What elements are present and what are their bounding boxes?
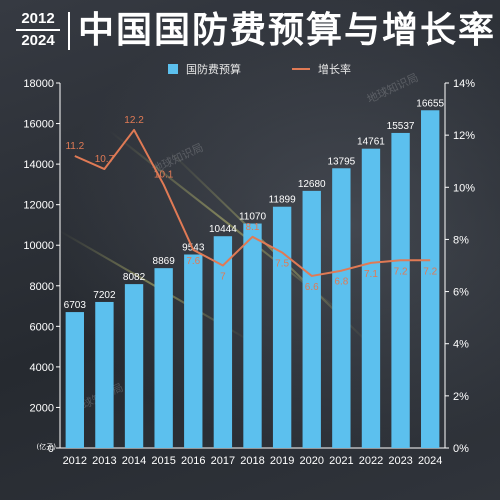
growth-value-label: 7 (220, 272, 226, 283)
y-left-unit-label: (亿元) (37, 442, 57, 451)
header: 2012 2024 中国国防费预算与增长率 (0, 0, 500, 58)
bar-value-label: 12680 (298, 179, 326, 190)
legend-bar-swatch (168, 64, 178, 74)
y-left-tick-label: 16000 (23, 119, 54, 131)
y-left-tick-label: 4000 (30, 362, 54, 374)
x-tick-label: 2024 (418, 455, 442, 467)
growth-value-label: 10.7 (95, 154, 115, 165)
growth-value-label: 12.2 (124, 115, 144, 126)
x-tick-label: 2021 (329, 455, 353, 467)
bar-2015 (154, 268, 173, 448)
legend-line-swatch (292, 68, 310, 70)
year-separator (16, 29, 60, 31)
y-left-tick-label: 10000 (23, 240, 54, 252)
bar-2019 (272, 206, 292, 448)
growth-value-label: 7.2 (394, 266, 408, 277)
legend-label-budget: 国防费预算 (186, 64, 241, 76)
bar-2013 (95, 301, 114, 448)
y-left-tick-label: 8000 (30, 281, 54, 293)
year-start: 2012 (21, 10, 55, 27)
x-tick-label: 2017 (211, 455, 235, 467)
bar-2022 (361, 148, 381, 448)
x-tick-label: 2014 (122, 455, 146, 467)
growth-value-label: 11.2 (65, 141, 84, 152)
chart-legend: 国防费预算 增长率 (0, 58, 500, 78)
y-right-tick-label: 0% (453, 443, 469, 455)
x-tick-label: 2012 (63, 455, 87, 467)
y-right-tick-label: 14% (453, 78, 475, 90)
bar-2016 (184, 254, 203, 448)
bar-value-label: 7202 (93, 290, 116, 301)
bar-2020 (302, 190, 321, 448)
bar-value-label: 15537 (387, 121, 415, 132)
y-left-tick-label: 18000 (23, 78, 54, 90)
growth-value-label: 7.2 (423, 266, 437, 277)
y-right-tick-label: 2% (453, 391, 469, 403)
legend-label-growth: 增长率 (318, 64, 351, 76)
bar-2012 (65, 312, 84, 448)
growth-value-label: 6.6 (305, 282, 319, 293)
growth-value-label: 8.1 (246, 222, 260, 233)
bar-value-label: 8082 (123, 272, 146, 283)
x-tick-label: 2015 (151, 455, 175, 467)
y-left-tick-label: 12000 (23, 200, 54, 212)
x-tick-label: 2018 (240, 455, 264, 467)
y-right-tick-label: 6% (453, 287, 469, 299)
bar-2018 (243, 223, 262, 448)
growth-value-label: 7.6 (186, 256, 200, 267)
year-end: 2024 (21, 32, 55, 49)
x-tick-label: 2020 (299, 455, 323, 467)
bar-2024 (421, 110, 440, 448)
x-tick-label: 2013 (92, 455, 116, 467)
bar-value-label: 8869 (153, 256, 176, 267)
bar-value-label: 6703 (64, 300, 87, 311)
growth-rate-line (74, 128, 431, 277)
growth-value-label: 10.1 (154, 170, 174, 181)
bar-value-label: 10444 (209, 224, 237, 235)
legend-item-growth: 增长率 (292, 61, 351, 77)
y-left-tick-label: 6000 (30, 321, 54, 333)
y-right-tick-label: 10% (453, 182, 475, 194)
x-tick-label: 2019 (270, 455, 294, 467)
y-right-tick-label: 8% (453, 234, 469, 246)
y-right-tick-label: 4% (453, 339, 469, 351)
bar-2023 (391, 132, 410, 449)
growth-value-label: 6.8 (334, 277, 348, 288)
bar-2014 (124, 284, 144, 448)
legend-item-budget: 国防费预算 (168, 61, 241, 77)
y-left-tick-label: 14000 (23, 159, 54, 171)
x-tick-label: 2023 (388, 455, 412, 467)
title-divider (68, 12, 70, 50)
bar-value-label: 11070 (239, 212, 267, 223)
x-tick-label: 2022 (359, 455, 383, 467)
bar-value-label: 16655 (416, 98, 444, 109)
bar-value-label: 14761 (357, 137, 385, 148)
bar-value-label: 13795 (327, 156, 355, 167)
page-title: 中国国防费预算与增长率 (78, 9, 497, 50)
bar-value-label: 11899 (269, 195, 297, 206)
growth-value-label: 7.5 (275, 258, 289, 269)
y-left-tick-label: 0 (48, 443, 54, 455)
bar-2021 (332, 168, 351, 448)
y-right-tick-label: 12% (453, 130, 475, 142)
growth-value-label: 7.1 (364, 269, 378, 280)
bar-2017 (213, 236, 233, 448)
year-range: 2012 2024 (14, 10, 62, 50)
x-tick-label: 2016 (181, 455, 205, 467)
y-left-tick-label: 2000 (30, 402, 54, 414)
